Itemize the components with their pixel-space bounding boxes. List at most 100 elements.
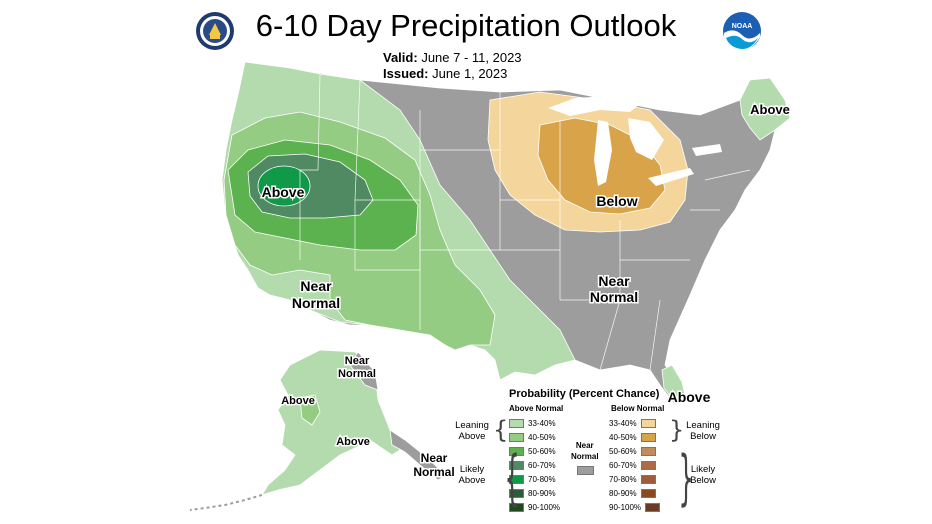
label-ak-near-south-1: Near bbox=[421, 451, 448, 465]
legend-above-range: 60-70% bbox=[528, 461, 556, 470]
valid-label: Valid: bbox=[383, 50, 418, 65]
legend-above-range: 50-60% bbox=[528, 447, 556, 456]
legend-below-row: 33-40% bbox=[609, 418, 660, 429]
label-sw-near-1: Near bbox=[300, 278, 332, 294]
legend-above-swatch bbox=[509, 461, 524, 470]
legend-below-row: 70-80% bbox=[609, 474, 660, 485]
legend-below-range: 50-60% bbox=[609, 447, 637, 456]
label-maine-above: Above bbox=[750, 102, 790, 117]
lake-ontario bbox=[692, 144, 722, 156]
label-se-near-1: Near bbox=[598, 273, 630, 289]
label-se-near-2: Normal bbox=[590, 289, 638, 305]
legend-leaning-above-2: Above bbox=[458, 431, 486, 442]
legend-above-range: 40-50% bbox=[528, 433, 556, 442]
legend-brace-likely-below: } bbox=[678, 443, 694, 513]
alaska-aleutians bbox=[189, 494, 263, 511]
legend-brace-leaning-below: } bbox=[669, 416, 685, 444]
issued-label: Issued: bbox=[383, 66, 429, 81]
page-title: 6-10 Day Precipitation Outlook bbox=[255, 8, 677, 43]
alaska-above-40-50 bbox=[299, 394, 321, 426]
legend-above-row: 60-70% bbox=[509, 460, 556, 471]
legend-above-header: Above Normal bbox=[509, 404, 564, 413]
alaska-near-panhandle bbox=[389, 429, 446, 481]
legend-below-range: 90-100% bbox=[609, 503, 642, 512]
legend-below-row: 90-100% bbox=[609, 502, 664, 513]
legend-above-row: 80-90% bbox=[509, 488, 556, 499]
label-great-lakes-below: Below bbox=[596, 193, 637, 209]
legend-leaning-below-2: Below bbox=[690, 431, 716, 442]
label-ak-above-south: Above bbox=[336, 436, 370, 448]
probability-legend: Probability (Percent Chance) Above Norma… bbox=[443, 384, 743, 514]
above-33-40-florida bbox=[661, 364, 687, 405]
legend-above-swatch bbox=[509, 419, 524, 428]
issued-value: June 1, 2023 bbox=[432, 66, 508, 81]
legend-below-header: Below Normal bbox=[611, 404, 665, 413]
legend-likely-above-1: Likely bbox=[459, 464, 485, 475]
label-ak-near-south-2: Normal bbox=[413, 465, 454, 479]
legend-below-swatch bbox=[640, 461, 656, 470]
legend-near-label-2: Normal bbox=[571, 452, 599, 461]
lake-michigan bbox=[594, 120, 612, 186]
label-west-above: Above bbox=[262, 184, 305, 200]
legend-below-range: 33-40% bbox=[609, 419, 637, 428]
legend-leaning-below-1: Leaning bbox=[686, 420, 720, 431]
legend-above-swatch bbox=[509, 475, 524, 484]
legend-above-row: 40-50% bbox=[509, 432, 556, 443]
lake-superior bbox=[548, 96, 640, 116]
label-ak-near-north-1: Near bbox=[345, 355, 370, 367]
legend-below-swatch bbox=[640, 447, 656, 456]
legend-above-swatch bbox=[509, 489, 524, 498]
legend-likely-below: Likely Below bbox=[679, 464, 727, 486]
above-70-80-core bbox=[257, 165, 311, 207]
legend-title: Probability (Percent Chance) bbox=[509, 388, 660, 400]
legend-above-row: 33-40% bbox=[509, 418, 556, 429]
legend-leaning-above: Leaning Above bbox=[449, 420, 495, 442]
alaska-above-33-40 bbox=[261, 349, 401, 496]
legend-below-range: 40-50% bbox=[609, 433, 637, 442]
valid-value: June 7 - 11, 2023 bbox=[421, 50, 522, 65]
legend-below-swatch bbox=[640, 489, 656, 498]
legend-near-swatch bbox=[577, 466, 594, 475]
alaska-near-north bbox=[349, 351, 379, 391]
legend-above-range: 90-100% bbox=[528, 503, 561, 512]
legend-below-row: 80-90% bbox=[609, 488, 660, 499]
noaa-logo-icon: NOAA bbox=[723, 12, 761, 51]
legend-likely-above-2: Above bbox=[458, 475, 486, 486]
label-ak-above-west: Above bbox=[281, 395, 315, 407]
legend-above-row: 70-80% bbox=[509, 474, 556, 485]
legend-brace-leaning-above: { bbox=[493, 416, 509, 444]
noaa-logo-text: NOAA bbox=[732, 23, 753, 30]
label-ak-near-north-2: Normal bbox=[338, 368, 376, 380]
legend-below-swatch bbox=[640, 475, 656, 484]
lake-erie bbox=[648, 168, 694, 186]
legend-above-swatch bbox=[509, 503, 524, 512]
legend-likely-above: Likely Above bbox=[449, 464, 495, 486]
legend-above-range: 70-80% bbox=[528, 475, 556, 484]
legend-below-range: 60-70% bbox=[609, 461, 637, 470]
legend-below-swatch bbox=[640, 419, 656, 428]
legend-below-range: 80-90% bbox=[609, 489, 637, 498]
legend-below-swatch bbox=[645, 503, 661, 512]
above-33-40-maine bbox=[739, 77, 791, 141]
legend-below-swatch bbox=[640, 433, 656, 442]
legend-above-range: 33-40% bbox=[528, 419, 556, 428]
legend-leaning-above-1: Leaning bbox=[455, 420, 489, 431]
legend-below-row: 60-70% bbox=[609, 460, 660, 471]
legend-brace-likely-above: { bbox=[504, 443, 520, 513]
doc-seal-icon bbox=[196, 12, 234, 50]
lake-huron bbox=[628, 118, 664, 160]
legend-above-row: 90-100% bbox=[509, 502, 560, 513]
legend-near-label-1: Near bbox=[575, 441, 594, 450]
valid-date: Valid: June 7 - 11, 2023 bbox=[383, 50, 522, 65]
legend-below-row: 40-50% bbox=[609, 432, 660, 443]
legend-above-swatch bbox=[509, 447, 524, 456]
legend-likely-below-2: Below bbox=[690, 475, 716, 486]
legend-likely-below-1: Likely bbox=[690, 464, 716, 475]
legend-below-range: 70-80% bbox=[609, 475, 637, 484]
label-sw-near-2: Normal bbox=[292, 295, 340, 311]
legend-near-label: Near Normal bbox=[571, 440, 599, 462]
legend-below-row: 50-60% bbox=[609, 446, 660, 457]
issued-date: Issued: June 1, 2023 bbox=[383, 66, 507, 81]
legend-above-range: 80-90% bbox=[528, 489, 556, 498]
